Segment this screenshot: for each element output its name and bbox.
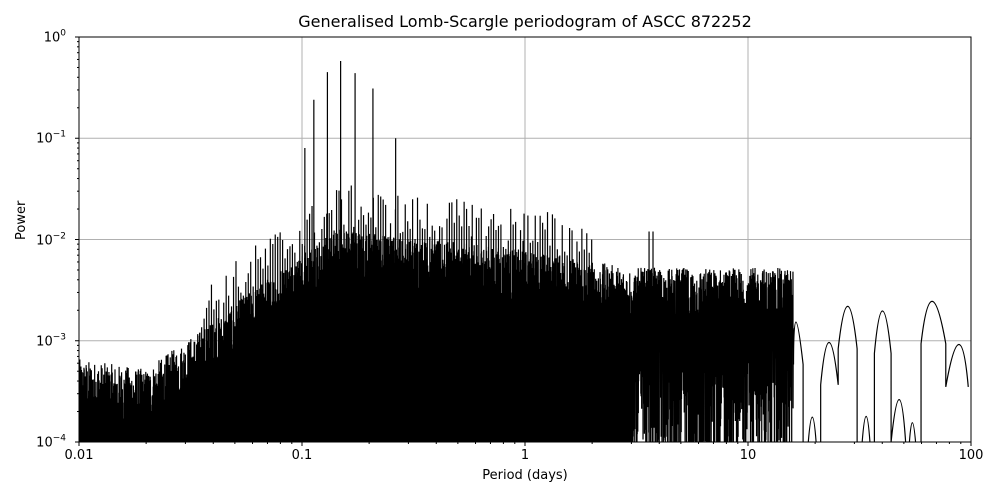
x-tick-label: 100 [958,448,984,463]
y-tick-label: 10−2 [36,231,66,249]
x-tick-label: 0.1 [291,448,313,463]
axis-ticks [75,36,972,446]
x-tick-label: 1 [520,448,530,463]
x-tick-label: 0.01 [64,448,94,463]
x-axis-label: Period (days) [482,468,568,483]
y-tick-label: 10−1 [36,129,66,147]
periodogram-line [79,60,969,442]
y-tick-label: 100 [43,28,66,46]
y-tick-label: 10−4 [36,433,66,451]
x-tick-label: 10 [739,448,757,463]
chart-title: Generalised Lomb-Scargle periodogram of … [298,12,752,31]
y-tick-label: 10−3 [36,332,66,350]
